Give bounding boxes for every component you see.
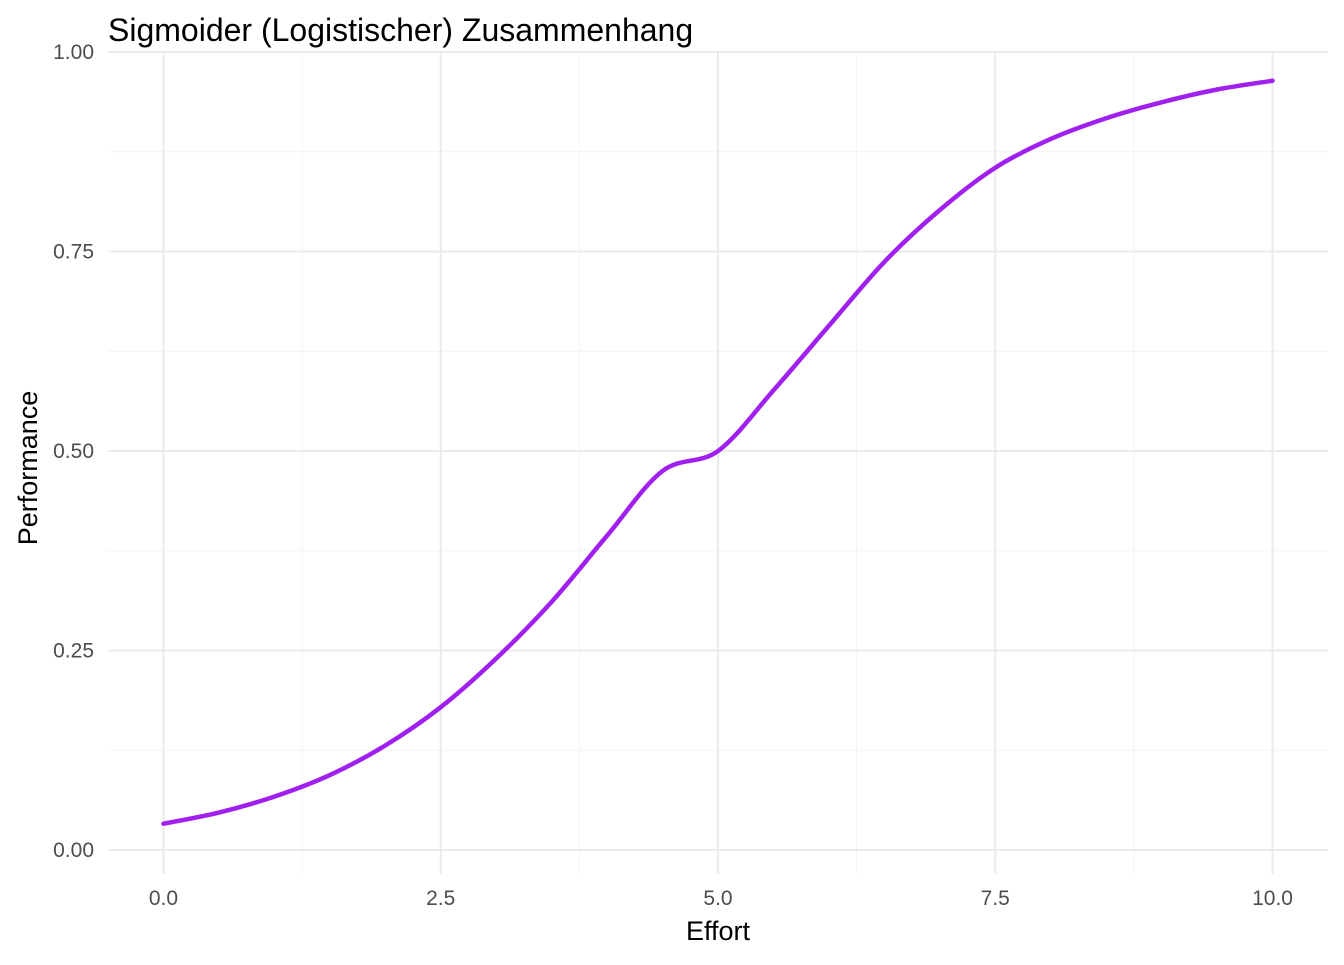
x-tick-label: 5.0 xyxy=(703,887,732,910)
x-tick-label: 0.0 xyxy=(149,887,178,910)
y-axis-title: Performance xyxy=(13,391,43,546)
x-tick-label: 10.0 xyxy=(1252,887,1293,910)
sigmoid-series-line xyxy=(161,78,1275,826)
x-tick-label: 2.5 xyxy=(426,887,455,910)
series-layer xyxy=(161,78,1275,826)
y-tick-label: 0.50 xyxy=(53,440,94,463)
x-axis-ticks: 0.0 2.5 5.0 7.5 10.0 xyxy=(149,887,1293,910)
y-tick-label: 1.00 xyxy=(53,41,94,64)
y-axis-ticks: 0.00 0.25 0.50 0.75 1.00 xyxy=(53,41,94,862)
y-tick-label: 0.75 xyxy=(53,241,94,264)
chart-title: Sigmoider (Logistischer) Zusammenhang xyxy=(108,12,693,48)
x-axis-title: Effort xyxy=(686,916,751,946)
x-tick-label: 7.5 xyxy=(981,887,1010,910)
y-tick-label: 0.25 xyxy=(53,640,94,663)
y-tick-label: 0.00 xyxy=(53,839,94,862)
grid-layer xyxy=(108,51,1328,874)
